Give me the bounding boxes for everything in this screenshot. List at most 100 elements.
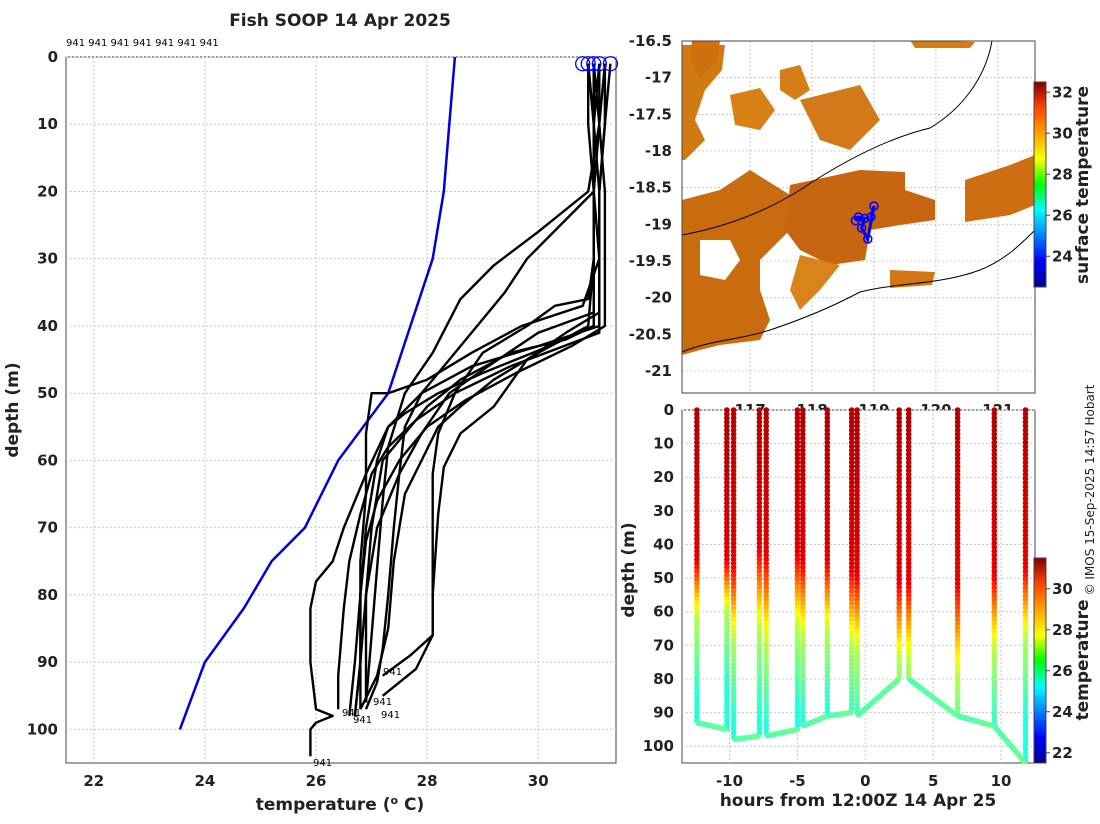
cast-point bbox=[763, 669, 769, 675]
cast-point bbox=[794, 661, 801, 667]
cast-point bbox=[730, 463, 737, 470]
cast-point bbox=[694, 713, 700, 720]
cast-point bbox=[763, 560, 769, 567]
cast-point bbox=[848, 608, 855, 615]
cast-point bbox=[794, 475, 801, 482]
cast-point bbox=[794, 455, 801, 462]
cast-point bbox=[794, 423, 801, 429]
cast-point bbox=[991, 524, 998, 530]
cast-point bbox=[800, 681, 806, 688]
cast-point bbox=[694, 411, 700, 417]
cast-point bbox=[756, 673, 763, 680]
cast-point bbox=[694, 697, 700, 704]
cast-point bbox=[854, 491, 860, 498]
cast-point bbox=[905, 512, 912, 518]
cast-point bbox=[824, 677, 831, 684]
cast-point bbox=[824, 451, 831, 458]
cast-point bbox=[794, 544, 801, 550]
cast-point bbox=[896, 596, 902, 603]
cast-point bbox=[794, 608, 801, 615]
cast-point bbox=[724, 665, 730, 671]
cast-point bbox=[756, 435, 763, 442]
cast-point bbox=[800, 657, 806, 663]
cast-point bbox=[954, 556, 961, 563]
map-y-tick-label: -17.5 bbox=[629, 105, 672, 123]
cast-point bbox=[794, 693, 801, 700]
cast-point bbox=[730, 604, 737, 611]
cast-point bbox=[905, 508, 912, 514]
cast-point bbox=[954, 693, 961, 700]
cast-point bbox=[694, 415, 700, 421]
cast-point bbox=[794, 439, 801, 446]
cast-point bbox=[794, 524, 801, 530]
cast-point bbox=[896, 431, 902, 438]
cast-point bbox=[905, 649, 912, 655]
cast-point bbox=[905, 612, 912, 619]
cast-point bbox=[991, 705, 998, 712]
cast-point bbox=[824, 443, 831, 450]
cast-point bbox=[756, 415, 763, 421]
cast-point bbox=[756, 451, 763, 458]
cast-point bbox=[991, 689, 998, 696]
cast-point bbox=[905, 483, 912, 490]
profile-y-ticks: 0 10 20 30 40 50 60 70 80 90 100 bbox=[27, 48, 58, 738]
cast-point bbox=[824, 600, 831, 607]
cast-point bbox=[730, 467, 737, 474]
section-panel: -10 -5 0 5 10 0 10 20 30 40 50 60 70 80 90 100 hours f… bbox=[619, 401, 1036, 811]
cast-point bbox=[794, 657, 801, 663]
cast-point bbox=[756, 633, 763, 639]
cast-point bbox=[763, 681, 769, 688]
cast-point bbox=[905, 532, 912, 538]
cast-point bbox=[991, 612, 998, 619]
cast-point bbox=[896, 548, 902, 554]
cast-point bbox=[854, 584, 860, 591]
cast-point bbox=[1022, 653, 1029, 659]
cast-point bbox=[724, 467, 730, 474]
chart-title: Fish SOOP 14 Apr 2025 bbox=[229, 11, 451, 31]
cast-point bbox=[730, 564, 737, 571]
cast-point bbox=[794, 653, 801, 659]
cast-point bbox=[848, 427, 855, 434]
cast-point bbox=[756, 411, 763, 417]
cast-point bbox=[905, 592, 912, 599]
cast-point bbox=[756, 721, 763, 728]
cast-point bbox=[694, 487, 700, 494]
cast-point bbox=[794, 641, 801, 647]
cast-point bbox=[724, 661, 730, 667]
cast-point bbox=[756, 532, 763, 538]
cast-point bbox=[763, 524, 769, 530]
cast-point bbox=[794, 637, 801, 643]
cast-point bbox=[1022, 500, 1029, 506]
cast-point bbox=[991, 681, 998, 688]
cast-point bbox=[848, 633, 855, 639]
cast-point bbox=[730, 600, 737, 607]
cast-point bbox=[763, 564, 769, 571]
cast-point bbox=[724, 596, 730, 603]
cast-point bbox=[694, 496, 700, 502]
cast-point bbox=[905, 491, 912, 498]
cast-point bbox=[800, 621, 806, 627]
cast-point bbox=[854, 459, 860, 466]
colorbar-gradient bbox=[1033, 81, 1047, 288]
section-y-tick-label: 40 bbox=[653, 535, 674, 553]
cast-point bbox=[724, 576, 730, 583]
cast-point bbox=[1022, 742, 1029, 748]
cast-point bbox=[756, 459, 763, 466]
cast-point bbox=[954, 451, 961, 458]
cast-point bbox=[1022, 528, 1029, 534]
cast-point bbox=[954, 520, 961, 526]
track-point bbox=[869, 201, 879, 211]
cast-point bbox=[756, 608, 763, 615]
cast-point bbox=[848, 705, 855, 712]
cast-point bbox=[756, 536, 763, 542]
cast-point bbox=[824, 584, 831, 591]
section-y-ticks: 0 10 20 30 40 50 60 70 80 90 100 bbox=[643, 401, 674, 755]
cast-point bbox=[694, 455, 700, 462]
y-tick-label: 60 bbox=[37, 451, 58, 469]
cast-point bbox=[954, 443, 961, 450]
cast-point bbox=[694, 649, 700, 655]
cast-point bbox=[756, 447, 763, 454]
cast-point bbox=[756, 431, 763, 438]
cast-point bbox=[800, 677, 806, 684]
cast-point bbox=[724, 504, 730, 510]
